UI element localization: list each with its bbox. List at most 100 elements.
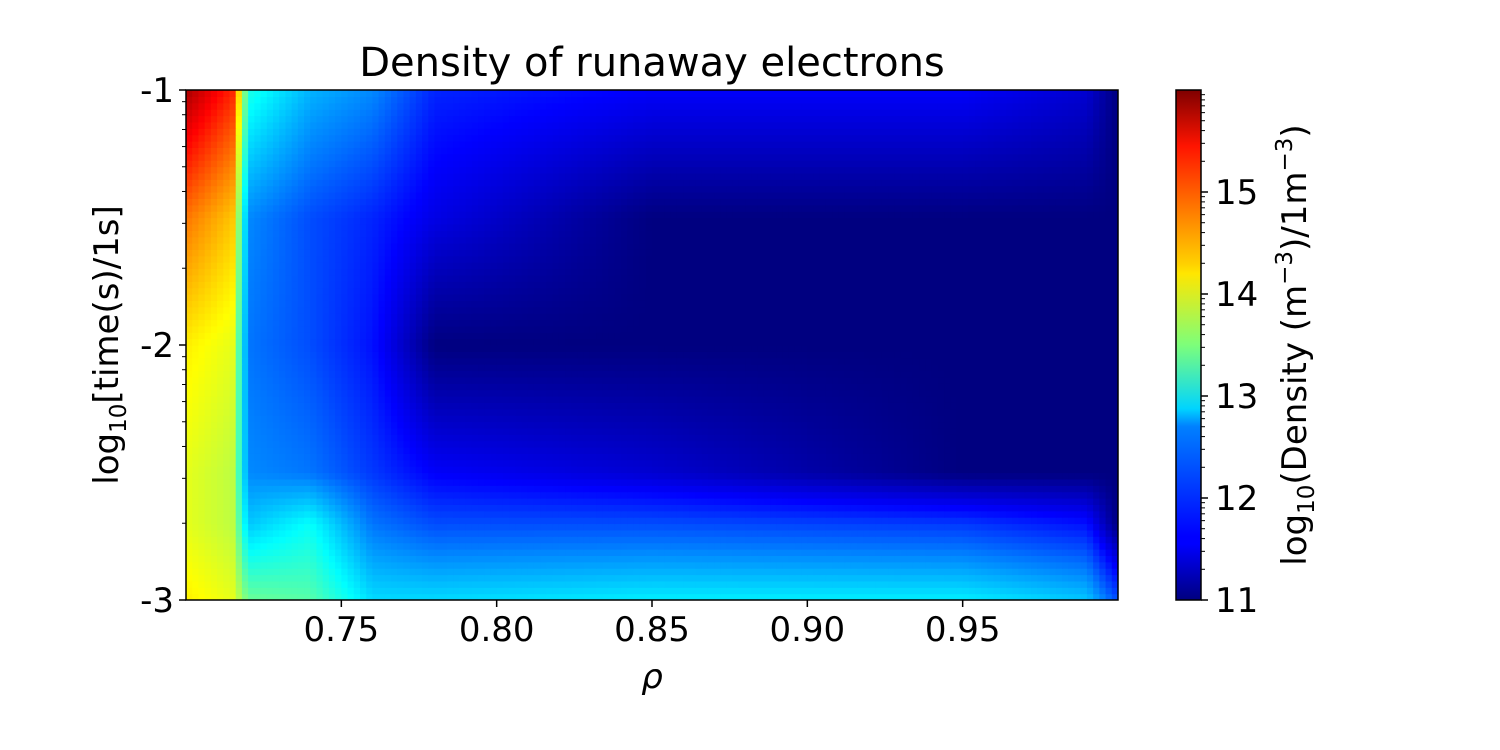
heatmap-cell <box>850 434 858 442</box>
heatmap-cell <box>975 498 982 505</box>
heatmap-cell <box>925 415 933 423</box>
heatmap-cell <box>428 396 436 403</box>
heatmap-cell <box>341 523 349 531</box>
heatmap-cell <box>490 415 498 423</box>
heatmap-cell <box>478 485 485 493</box>
heatmap-cell <box>987 523 995 531</box>
heatmap-cell <box>521 574 529 582</box>
heatmap-cell <box>341 396 349 403</box>
heatmap-cell <box>670 568 678 576</box>
heatmap-cell <box>366 427 373 435</box>
heatmap-cell <box>527 498 535 505</box>
heatmap-cell <box>372 568 380 576</box>
heatmap-cell <box>1037 389 1045 397</box>
heatmap-cell <box>999 574 1007 582</box>
heatmap-cell <box>204 421 212 429</box>
heatmap-cell <box>328 498 336 505</box>
heatmap-cell <box>869 549 877 556</box>
heatmap-cell <box>422 549 429 556</box>
heatmap-cell <box>509 555 516 563</box>
heatmap-cell <box>378 447 386 454</box>
heatmap-cell <box>279 504 287 512</box>
heatmap-cell <box>322 593 330 600</box>
heatmap-cell <box>409 542 417 550</box>
heatmap-cell <box>465 491 473 499</box>
heatmap-cell <box>521 434 529 442</box>
heatmap-cell <box>608 561 616 569</box>
heatmap-cell <box>931 568 939 576</box>
heatmap-cell <box>751 402 759 410</box>
heatmap-cell <box>322 453 330 461</box>
heatmap-cell <box>620 529 628 537</box>
heatmap-cell <box>968 427 976 435</box>
heatmap-cell <box>832 440 839 448</box>
heatmap-cell <box>577 593 585 600</box>
heatmap-cell <box>1074 485 1082 493</box>
heatmap-cell <box>192 549 200 556</box>
heatmap-cell <box>347 536 355 544</box>
heatmap-cell <box>770 472 777 480</box>
heatmap-cell <box>428 580 436 588</box>
heatmap-cell <box>608 472 616 480</box>
heatmap-cell <box>1031 510 1038 518</box>
heatmap-cell <box>272 453 280 461</box>
heatmap-cell <box>850 421 858 429</box>
heatmap-cell <box>366 491 373 499</box>
heatmap-cell <box>322 561 330 569</box>
heatmap-cell <box>701 593 709 600</box>
heatmap-cell <box>1012 453 1020 461</box>
heatmap-cell <box>515 587 523 595</box>
heatmap-cell <box>1012 440 1020 448</box>
heatmap-cell <box>720 396 728 403</box>
heatmap-cell <box>602 491 610 499</box>
heatmap-cell <box>260 498 268 505</box>
heatmap-cell <box>738 472 746 480</box>
heatmap-cell <box>1024 453 1032 461</box>
heatmap-cell <box>1006 561 1013 569</box>
heatmap-cell <box>378 434 386 442</box>
heatmap-cell <box>1055 491 1063 499</box>
heatmap-cell <box>384 459 392 467</box>
heatmap-cell <box>658 504 666 512</box>
heatmap-cell <box>266 498 274 505</box>
heatmap-cell <box>279 555 287 563</box>
heatmap-cell <box>266 593 274 600</box>
heatmap-cell <box>937 536 945 544</box>
heatmap-cell <box>546 529 554 537</box>
heatmap-cell <box>745 408 753 416</box>
heatmap-cell <box>645 485 653 493</box>
heatmap-cell <box>888 485 895 493</box>
heatmap-cell <box>1099 421 1107 429</box>
heatmap-cell <box>446 587 454 595</box>
heatmap-cell <box>1080 472 1088 480</box>
heatmap-cell <box>683 466 690 474</box>
heatmap-cell <box>819 427 827 435</box>
heatmap-cell <box>695 421 703 429</box>
heatmap-cell <box>366 434 373 442</box>
heatmap-cell <box>391 510 398 518</box>
heatmap-cell <box>900 549 908 556</box>
heatmap-cell <box>297 504 305 512</box>
heatmap-cell <box>515 549 523 556</box>
heatmap-cell <box>981 434 989 442</box>
heatmap-cell <box>763 389 771 397</box>
heatmap-cell <box>906 396 914 403</box>
heatmap-cell <box>527 580 535 588</box>
heatmap-cell <box>1049 517 1057 525</box>
heatmap-cell <box>794 472 802 480</box>
heatmap-cell <box>1068 517 1076 525</box>
heatmap-cell <box>391 504 398 512</box>
heatmap-cell <box>931 549 939 556</box>
heatmap-cell <box>291 549 299 556</box>
heatmap-cell <box>881 529 889 537</box>
heatmap-cell <box>850 478 858 486</box>
heatmap-cell <box>310 472 318 480</box>
heatmap-cell <box>676 504 684 512</box>
heatmap-cell <box>558 536 566 544</box>
heatmap-cell <box>683 498 690 505</box>
heatmap-cell <box>260 568 268 576</box>
heatmap-cell <box>1037 415 1045 423</box>
heatmap-cell <box>384 466 392 474</box>
heatmap-cell <box>1031 504 1038 512</box>
heatmap-cell <box>335 447 342 454</box>
